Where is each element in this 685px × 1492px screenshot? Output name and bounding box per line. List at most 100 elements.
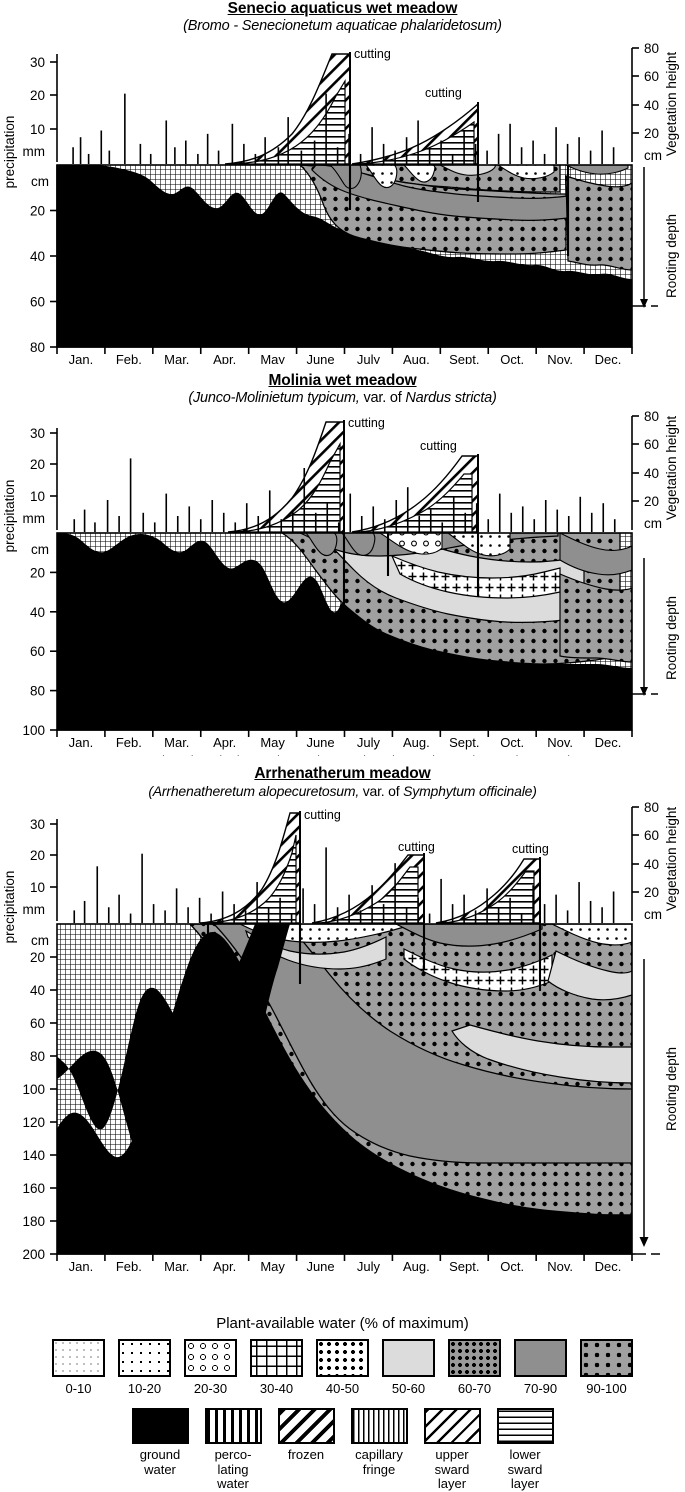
- month-label: Aug.: [403, 735, 430, 750]
- root-tick-label: 140: [22, 1148, 45, 1163]
- veg-tick-40: 40: [644, 98, 659, 113]
- water-class-label: 70-90: [523, 1381, 558, 1396]
- legend-symbol-swatch: [350, 1408, 408, 1444]
- month-label: Oct.: [500, 352, 524, 364]
- water-class-swatch: [382, 1339, 435, 1377]
- month-label: Nov.: [547, 735, 573, 750]
- month-label: Mar.: [164, 1259, 189, 1274]
- month-label: Jan.: [69, 735, 94, 750]
- panel-subtitle: (Junco-Molinietum typicum, var. of Nardu…: [0, 390, 685, 406]
- legend-symbol-swatch: [496, 1408, 554, 1444]
- root-tick-label: 120: [22, 1115, 45, 1130]
- water-class-label: 90-100: [586, 1381, 627, 1396]
- water-class-swatch: [316, 1339, 369, 1377]
- measuring-day-arrow: [318, 755, 320, 756]
- precip-tick-30: 30: [30, 55, 45, 70]
- panel-subtitle-var: var. of: [359, 783, 404, 799]
- month-label: Feb.: [116, 1259, 142, 1274]
- precip-tick-30: 30: [30, 426, 45, 441]
- veg-axis-label: Vegetation height: [664, 52, 679, 157]
- panel-molinia: Molinia wet meadow (Junco-Molinietum typ…: [0, 372, 685, 765]
- legend-symbol-perco--lating-water: perco-lating water: [197, 1408, 270, 1492]
- cutting-label-2a: cutting: [348, 416, 385, 430]
- vegetation-growth-3: cutting cutting cutting: [199, 808, 549, 924]
- month-label: May: [260, 735, 285, 750]
- precip-tick-10: 10: [30, 122, 45, 137]
- month-label: Nov.: [547, 352, 573, 364]
- precip-unit: mm: [23, 511, 46, 526]
- month-label: Feb.: [116, 735, 142, 750]
- veg-tick-80: 80: [644, 41, 659, 56]
- veg-unit: cm: [644, 907, 662, 922]
- plot-svg-arrhenatherum: precipitation 30 20 10 mm 80 60 40 20 cm…: [2, 800, 679, 1274]
- veg-axis-2: 80 60 40 20 cm Vegetation height: [631, 409, 679, 531]
- month-label: July: [357, 352, 381, 364]
- water-class-60-70: 60-70: [442, 1339, 508, 1396]
- panel-senecio: Senecio aquaticus wet meadow (Bromo - Se…: [0, 0, 685, 372]
- cutting-label-2b: cutting: [420, 439, 457, 453]
- month-label: May: [260, 1259, 285, 1274]
- precip-axis-label: precipitation: [2, 480, 17, 553]
- month-label: May: [260, 352, 285, 364]
- root-tick-label: 80: [30, 340, 45, 355]
- precip-tick-20: 20: [30, 88, 45, 103]
- legend-symbol-frozen: frozen: [270, 1408, 343, 1492]
- measuring-day-arrow: [162, 755, 164, 756]
- panel-title: Arrhenatherum meadow: [254, 765, 431, 782]
- cutting-label-1b: cutting: [425, 86, 462, 100]
- month-label: Sept.: [449, 1259, 479, 1274]
- soil-profile-3: [57, 924, 632, 1254]
- root-unit-2: cm: [31, 542, 49, 557]
- legend-symbol-label: capillary fringe: [355, 1447, 403, 1477]
- month-label: Dec.: [595, 735, 622, 750]
- month-label: Apr.: [213, 1259, 236, 1274]
- legend-symbol-label: frozen: [287, 1447, 325, 1462]
- root-tick-label: 60: [30, 1016, 45, 1031]
- month-label: Aug.: [403, 352, 430, 364]
- veg-tick-20: 20: [644, 494, 659, 509]
- cutting-label-1a: cutting: [354, 47, 391, 61]
- panel-title: Senecio aquaticus wet meadow: [227, 0, 458, 17]
- water-class-label: 50-60: [391, 1381, 426, 1396]
- legend-symbol-label: lower sward layer: [507, 1447, 543, 1492]
- root-axis-label-2: Rooting depth: [664, 596, 679, 680]
- measuring-day-arrow: [364, 755, 366, 756]
- root-tick-label: 40: [30, 983, 45, 998]
- root-unit-1: cm: [31, 174, 49, 189]
- veg-unit: cm: [644, 516, 662, 531]
- veg-tick-60: 60: [644, 437, 659, 452]
- root-tick-label: 200: [22, 1247, 45, 1262]
- cutting-label-3b: cutting: [398, 840, 435, 854]
- veg-tick-40: 40: [644, 857, 659, 872]
- precip-tick-20: 20: [30, 848, 45, 863]
- plot-arrhenatherum: precipitation 30 20 10 mm 80 60 40 20 cm…: [0, 799, 685, 1279]
- root-tick-label: 40: [30, 249, 45, 264]
- measuring-day-arrow: [516, 755, 518, 756]
- precip-axis-label: precipitation: [2, 116, 17, 189]
- month-label: June: [306, 735, 334, 750]
- root-tick-label: 80: [30, 1049, 45, 1064]
- measuring-day-arrow: [277, 755, 279, 756]
- precip-axis-2: precipitation 30 20 10 mm: [2, 426, 58, 553]
- cutting-label-3c: cutting: [512, 842, 549, 856]
- measuring-day-arrow: [473, 755, 475, 756]
- water-class-swatch: [52, 1339, 105, 1377]
- panel-subtitle-var: var. of: [359, 390, 406, 406]
- plot-svg-molinia: precipitation 30 20 10 mm 80 60 40 20 cm…: [2, 409, 679, 756]
- veg-axis-1: 80 60 40 20 cm Vegetation height: [631, 41, 679, 163]
- legend-symbol-lower-sward-layer: lower sward layer: [489, 1408, 562, 1492]
- month-label: July: [357, 1259, 381, 1274]
- veg-tick-20: 20: [644, 885, 659, 900]
- water-class-label: 60-70: [457, 1381, 492, 1396]
- water-class-swatch: [250, 1339, 303, 1377]
- measuring-day-arrow: [392, 755, 394, 756]
- legend-symbol-capillary-fringe: capillary fringe: [343, 1408, 416, 1492]
- plot-senecio: precipitation 30 20 10 mm 80 60 40 20 c: [0, 34, 685, 364]
- panel-subtitle-text2: Symphytum officinale): [403, 783, 537, 799]
- panel-subtitle: (Bromo - Senecionetum aquaticae phalarid…: [0, 18, 685, 34]
- root-tick-label: 180: [22, 1214, 45, 1229]
- root-axis-1: cm 20 40 60 80 Rooting depth: [30, 165, 679, 355]
- month-axis-2: Jan. Feb. Mar. Apr. May June July Aug. Sept. Oct.…: [56, 729, 633, 750]
- water-class-label: 40-50: [325, 1381, 360, 1396]
- panel-title: Molinia wet meadow: [268, 372, 417, 389]
